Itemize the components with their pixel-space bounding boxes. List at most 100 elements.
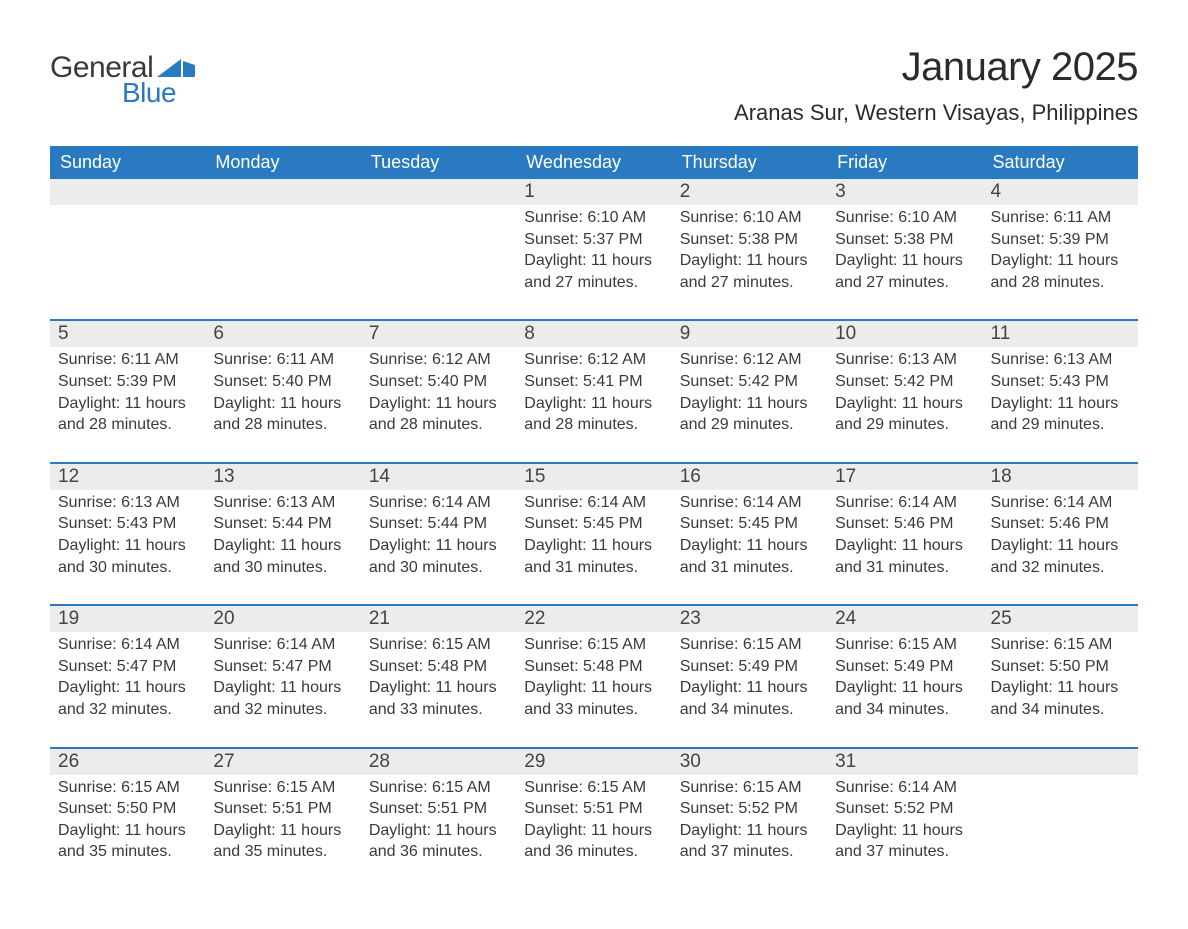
location-text: Aranas Sur, Western Visayas, Philippines [734,100,1138,126]
day-number-cell: 7 [361,320,516,347]
weekday-header: Tuesday [361,146,516,179]
daylight-line: Daylight: 11 hours and 34 minutes. [680,677,819,720]
day-content-cell: Sunrise: 6:11 AMSunset: 5:39 PMDaylight:… [983,205,1138,320]
sunrise-line: Sunrise: 6:13 AM [213,492,352,514]
sunrise-line: Sunrise: 6:14 AM [213,634,352,656]
day-number-cell: 11 [983,320,1138,347]
day-content-cell: Sunrise: 6:14 AMSunset: 5:46 PMDaylight:… [983,490,1138,605]
day-number-cell: 26 [50,748,205,775]
daylight-line: Daylight: 11 hours and 28 minutes. [991,250,1130,293]
daylight-line: Daylight: 11 hours and 27 minutes. [835,250,974,293]
day-number: 19 [58,608,79,629]
day-number: 11 [991,323,1011,344]
day-content-cell [205,205,360,320]
day-number-row: 567891011 [50,320,1138,347]
day-number-cell [205,179,360,205]
sunset-line: Sunset: 5:44 PM [369,513,508,535]
sunset-line: Sunset: 5:51 PM [213,798,352,820]
sunrise-line: Sunrise: 6:14 AM [991,492,1130,514]
daylight-line: Daylight: 11 hours and 32 minutes. [58,677,197,720]
sunset-line: Sunset: 5:42 PM [835,371,974,393]
day-content-cell: Sunrise: 6:12 AMSunset: 5:42 PMDaylight:… [672,347,827,462]
daylight-line: Daylight: 11 hours and 30 minutes. [213,535,352,578]
day-content-cell: Sunrise: 6:13 AMSunset: 5:44 PMDaylight:… [205,490,360,605]
sunset-line: Sunset: 5:39 PM [991,229,1130,251]
sunset-line: Sunset: 5:50 PM [58,798,197,820]
sunset-line: Sunset: 5:40 PM [213,371,352,393]
weekday-header: Friday [827,146,982,179]
daylight-line: Daylight: 11 hours and 27 minutes. [524,250,663,293]
page-header: General Blue January 2025 Aranas Sur, We… [50,45,1138,140]
daylight-line: Daylight: 11 hours and 27 minutes. [680,250,819,293]
day-number: 16 [680,466,701,487]
sunrise-line: Sunrise: 6:15 AM [58,777,197,799]
day-number-cell: 9 [672,320,827,347]
sunrise-line: Sunrise: 6:15 AM [369,777,508,799]
day-number: 8 [524,323,535,344]
calendar-table: Sunday Monday Tuesday Wednesday Thursday… [50,146,1138,889]
day-number-cell: 27 [205,748,360,775]
sunrise-line: Sunrise: 6:11 AM [991,207,1130,229]
day-content-cell: Sunrise: 6:10 AMSunset: 5:38 PMDaylight:… [827,205,982,320]
sunset-line: Sunset: 5:42 PM [680,371,819,393]
daylight-line: Daylight: 11 hours and 37 minutes. [835,820,974,863]
day-content-cell: Sunrise: 6:11 AMSunset: 5:40 PMDaylight:… [205,347,360,462]
day-number: 13 [213,466,234,487]
day-content-cell: Sunrise: 6:10 AMSunset: 5:38 PMDaylight:… [672,205,827,320]
day-content-row: Sunrise: 6:14 AMSunset: 5:47 PM Daylight:… [50,632,1138,747]
day-number: 24 [835,608,856,629]
day-content-cell [361,205,516,320]
sunrise-line: Sunrise: 6:15 AM [524,634,663,656]
day-number-row: 1234 [50,179,1138,205]
sunrise-line: Sunrise: 6:10 AM [680,207,819,229]
daylight-line: Daylight: 11 hours and 35 minutes. [58,820,197,863]
sunrise-line: Sunrise: 6:14 AM [369,492,508,514]
day-number: 9 [680,323,691,344]
day-number-row: 12131415161718 [50,463,1138,490]
sunset-line: Sunset: 5:38 PM [835,229,974,251]
daylight-line: Daylight: 11 hours and 32 minutes. [991,535,1130,578]
sunset-line: Sunset: 5:45 PM [680,513,819,535]
day-number: 22 [524,608,545,629]
sunset-line: Sunset: 5:49 PM [680,656,819,678]
day-number: 28 [369,751,390,772]
sunset-line: Sunset: 5:50 PM [991,656,1130,678]
daylight-line: Daylight: 11 hours and 35 minutes. [213,820,352,863]
logo-text-blue: Blue [122,77,176,109]
day-content-cell: Sunrise: 6:15 AMSunset: 5:50 PMDaylight:… [50,775,205,889]
day-number-cell: 12 [50,463,205,490]
day-content-cell: Sunrise: 6:12 AMSunset: 5:41 PMDaylight:… [516,347,671,462]
sunset-line: Sunset: 5:47 PM [213,656,352,678]
sunrise-line: Sunrise: 6:13 AM [58,492,197,514]
day-content-row: Sunrise: 6:11 AMSunset: 5:39 PMDaylight:… [50,347,1138,462]
day-number-cell: 1 [516,179,671,205]
day-number-row: 262728293031 [50,748,1138,775]
day-number-cell: 28 [361,748,516,775]
day-number-cell: 25 [983,605,1138,632]
day-number-cell: 10 [827,320,982,347]
sunrise-line: Sunrise: 6:12 AM [680,349,819,371]
daylight-line: Daylight: 11 hours and 28 minutes. [369,393,508,436]
sunrise-line: Sunrise: 6:15 AM [680,634,819,656]
day-number: 20 [213,608,234,629]
day-number-row: 19202122232425 [50,605,1138,632]
sunrise-line: Sunrise: 6:14 AM [835,777,974,799]
daylight-line: Daylight: 11 hours and 28 minutes. [58,393,197,436]
day-number-cell: 24 [827,605,982,632]
sunset-line: Sunset: 5:52 PM [835,798,974,820]
logo: General Blue [50,45,195,109]
sunset-line: Sunset: 5:39 PM [58,371,197,393]
sunrise-line: Sunrise: 6:15 AM [369,634,508,656]
daylight-line: Daylight: 11 hours and 29 minutes. [835,393,974,436]
sunset-line: Sunset: 5:41 PM [524,371,663,393]
day-content-cell: Sunrise: 6:15 AMSunset: 5:52 PMDaylight:… [672,775,827,889]
day-number-cell: 22 [516,605,671,632]
day-number: 18 [991,466,1012,487]
sunset-line: Sunset: 5:37 PM [524,229,663,251]
sunset-line: Sunset: 5:46 PM [835,513,974,535]
day-number-cell: 29 [516,748,671,775]
day-number: 6 [213,323,224,344]
day-number: 3 [835,181,846,202]
day-content-cell: Sunrise: 6:14 AMSunset: 5:45 PMDaylight:… [516,490,671,605]
day-number: 1 [524,181,535,202]
